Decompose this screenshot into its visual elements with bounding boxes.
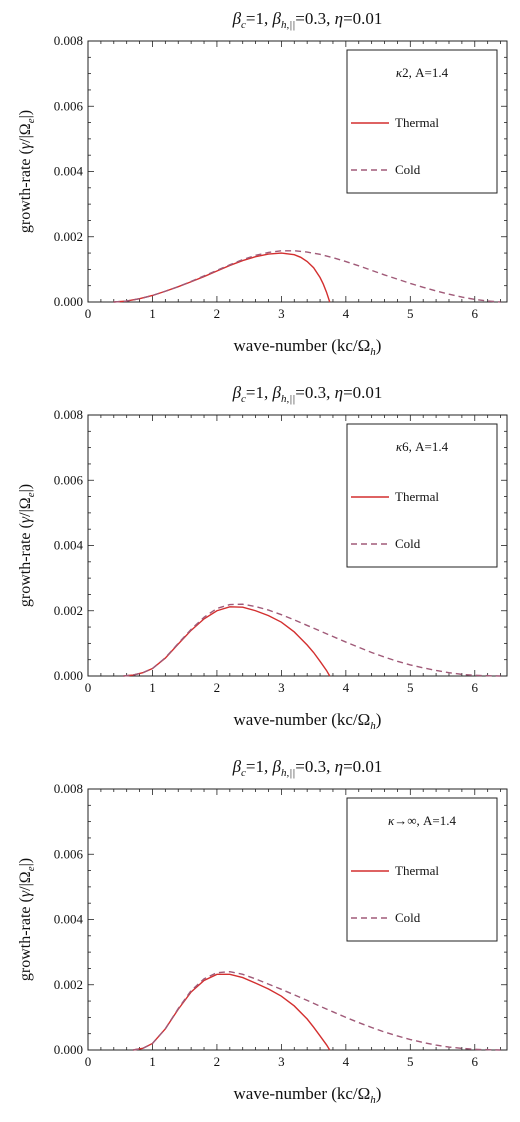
legend-label-thermal: Thermal: [395, 863, 439, 878]
x-axis-label: wave-number (kc/Ωh): [234, 710, 382, 732]
series-line-thermal: [133, 973, 331, 1051]
legend-label-cold: Cold: [395, 910, 421, 925]
x-tick-label: 6: [472, 306, 479, 321]
y-tick-label: 0.002: [54, 603, 83, 618]
x-axis-label: wave-number (kc/Ωh): [234, 1084, 382, 1106]
y-tick-label: 0.008: [54, 407, 83, 422]
series-line-cold: [123, 603, 501, 677]
y-tick-label: 0.004: [54, 912, 84, 927]
legend-box: [346, 423, 498, 568]
x-tick-label: 1: [149, 306, 156, 321]
y-tick-label: 0.008: [54, 33, 83, 48]
x-tick-label: 5: [407, 680, 414, 695]
x-tick-label: 2: [214, 306, 221, 321]
x-tick-label: 3: [278, 680, 285, 695]
y-axis-label: growth-rate (γ/|Ωe|): [17, 110, 37, 233]
y-tick-label: 0.000: [54, 1042, 83, 1057]
legend-label-thermal: Thermal: [395, 115, 439, 130]
x-tick-label: 6: [472, 1054, 479, 1069]
x-tick-label: 6: [472, 680, 479, 695]
x-tick-label: 3: [278, 1054, 285, 1069]
y-tick-label: 0.002: [54, 229, 83, 244]
chart-title: βc=1, βh,||=0.3, η=0.01: [232, 9, 383, 31]
chart-panel-3: βc=1, βh,||=0.3, η=0.01 0 1 2 3 4 5 6 0.000 0.002…: [0, 748, 520, 1122]
chart-panel-1: βc=1, βh,||=0.3, η=0.01 0 1 2 3 4 5 6 0.000 0.002…: [0, 0, 520, 374]
x-tick-label: 2: [214, 680, 221, 695]
x-tick-label: 0: [85, 1054, 92, 1069]
legend-box: [346, 49, 498, 194]
chart-title: βc=1, βh,||=0.3, η=0.01: [232, 383, 383, 405]
chart-panel-2: βc=1, βh,||=0.3, η=0.01 0 1 2 3 4 5 6 0.000 0.002…: [0, 374, 520, 748]
y-tick-label: 0.004: [54, 164, 84, 179]
series-line-cold: [133, 970, 501, 1051]
y-tick-label: 0.006: [54, 846, 84, 861]
x-tick-label: 0: [85, 680, 92, 695]
legend-box: [346, 797, 498, 942]
y-axis-label: growth-rate (γ/|Ωe|): [17, 858, 37, 981]
legend-label-cold: Cold: [395, 536, 421, 551]
x-tick-label: 1: [149, 680, 156, 695]
y-tick-label: 0.000: [54, 294, 83, 309]
y-tick-label: 0.006: [54, 472, 84, 487]
y-tick-label: 0.008: [54, 781, 83, 796]
chart-title: βc=1, βh,||=0.3, η=0.01: [232, 757, 383, 779]
legend-header: κ2, A=1.4: [396, 65, 449, 80]
x-tick-label: 0: [85, 306, 92, 321]
legend-header: κ→∞, A=1.4: [388, 813, 456, 828]
series-line-cold: [113, 250, 501, 303]
legend-header: κ6, A=1.4: [396, 439, 449, 454]
x-tick-label: 3: [278, 306, 285, 321]
chart-svg: βc=1, βh,||=0.3, η=0.01 0 1 2 3 4 5 6 0.000 0.002…: [17, 757, 508, 1106]
x-tick-label: 2: [214, 1054, 221, 1069]
legend-label-cold: Cold: [395, 162, 421, 177]
y-tick-label: 0.004: [54, 538, 84, 553]
legend-label-thermal: Thermal: [395, 489, 439, 504]
x-tick-label: 4: [343, 1054, 350, 1069]
series-line-thermal: [123, 606, 331, 677]
y-tick-label: 0.006: [54, 98, 84, 113]
y-axis-label: growth-rate (γ/|Ωe|): [17, 484, 37, 607]
y-tick-label: 0.002: [54, 977, 83, 992]
x-tick-label: 5: [407, 1054, 414, 1069]
x-tick-label: 1: [149, 1054, 156, 1069]
chart-svg: βc=1, βh,||=0.3, η=0.01 0 1 2 3 4 5 6 0.000 0.002…: [17, 383, 508, 732]
series-line-thermal: [113, 252, 331, 303]
y-tick-label: 0.000: [54, 668, 83, 683]
x-tick-label: 5: [407, 306, 414, 321]
chart-svg: βc=1, βh,||=0.3, η=0.01 0 1 2 3 4 5 6 0.000 0.002…: [17, 9, 508, 358]
x-axis-label: wave-number (kc/Ωh): [234, 336, 382, 358]
x-tick-label: 4: [343, 306, 350, 321]
x-tick-label: 4: [343, 680, 350, 695]
